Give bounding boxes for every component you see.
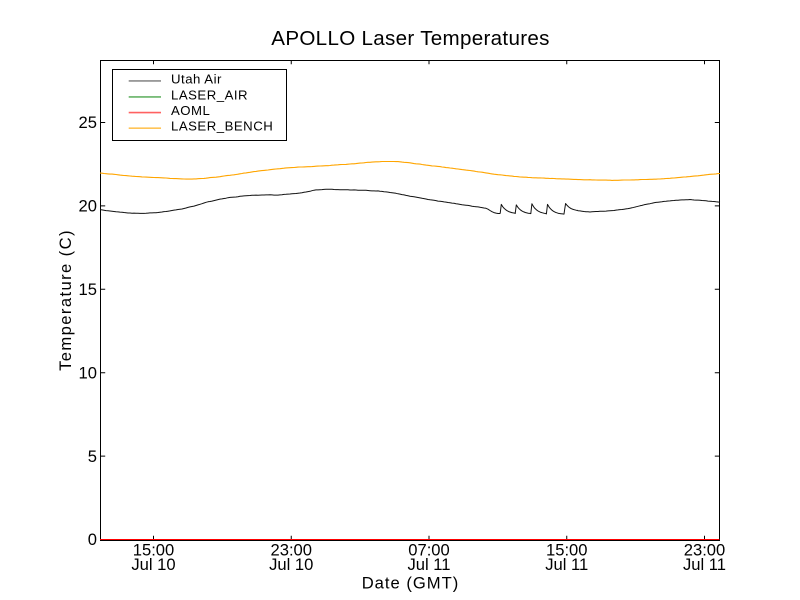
svg-text:Date (GMT): Date (GMT)	[362, 573, 460, 592]
svg-text:Jul 10: Jul 10	[131, 555, 175, 574]
svg-text:APOLLO Laser Temperatures: APOLLO Laser Temperatures	[271, 27, 549, 50]
svg-text:Jul 11: Jul 11	[545, 555, 588, 574]
svg-text:5: 5	[88, 447, 97, 466]
svg-text:23:00: 23:00	[270, 541, 312, 560]
svg-text:0: 0	[88, 530, 97, 549]
svg-text:Jul 11: Jul 11	[683, 555, 726, 574]
svg-text:20: 20	[79, 197, 97, 216]
svg-text:LASER_BENCH: LASER_BENCH	[171, 119, 273, 134]
svg-text:15:00: 15:00	[133, 541, 175, 560]
svg-text:15:00: 15:00	[546, 541, 588, 560]
svg-text:15: 15	[79, 280, 97, 299]
svg-text:Jul 11: Jul 11	[407, 555, 450, 574]
svg-text:10: 10	[79, 363, 97, 382]
svg-text:LASER_AIR: LASER_AIR	[171, 87, 248, 102]
svg-text:Temperature (C): Temperature (C)	[56, 229, 75, 371]
svg-text:07:00: 07:00	[408, 541, 450, 560]
svg-text:23:00: 23:00	[684, 541, 726, 560]
svg-text:25: 25	[79, 113, 97, 132]
svg-text:AOML: AOML	[171, 103, 210, 118]
svg-text:Utah Air: Utah Air	[171, 71, 222, 86]
svg-text:Jul 10: Jul 10	[269, 555, 313, 574]
